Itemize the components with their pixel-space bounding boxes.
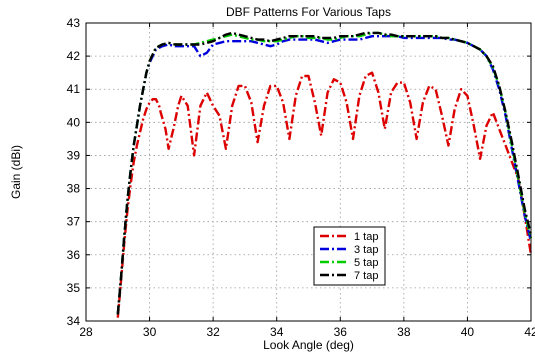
x-tick-label: 42 [524, 325, 535, 339]
x-tick-label: 40 [461, 325, 475, 339]
x-tick-label: 36 [334, 325, 348, 339]
x-axis-title: Look Angle (deg) [263, 338, 354, 352]
x-tick-label: 38 [397, 325, 411, 339]
y-tick-label: 37 [67, 215, 81, 229]
y-tick-label: 40 [67, 115, 81, 129]
y-tick-label: 42 [67, 49, 81, 63]
x-tick-label: 28 [79, 325, 93, 339]
y-axis-title: Gain (dBi) [9, 145, 23, 199]
axis-ticks: 28 30 32 34 36 38 40 42 34 35 36 37 38 39 40 41 42 43 [67, 16, 535, 339]
chart-title: DBF Patterns For Various Taps [226, 5, 391, 19]
legend-label: 3 tap [354, 244, 378, 256]
legend-label: 1 tap [354, 231, 378, 243]
plot-area [86, 23, 531, 321]
y-tick-label: 35 [67, 281, 81, 295]
series-line-1-tap [116, 71, 533, 318]
grid-lines [86, 23, 531, 321]
axes-frame [85, 22, 532, 322]
y-tick-label: 36 [67, 248, 81, 262]
y-tick-label: 39 [67, 148, 81, 162]
y-tick-label: 38 [67, 182, 81, 196]
y-tick-label: 41 [67, 82, 81, 96]
x-tick-label: 34 [270, 325, 284, 339]
y-tick-label: 34 [67, 314, 81, 328]
y-tick-label: 43 [67, 16, 81, 30]
x-tick-label: 30 [143, 325, 157, 339]
legend-label: 5 tap [354, 257, 378, 269]
series-line-7-tap [116, 31, 533, 315]
legend-label: 7 tap [354, 270, 378, 282]
series-layer [116, 31, 533, 318]
x-tick-label: 32 [206, 325, 220, 339]
